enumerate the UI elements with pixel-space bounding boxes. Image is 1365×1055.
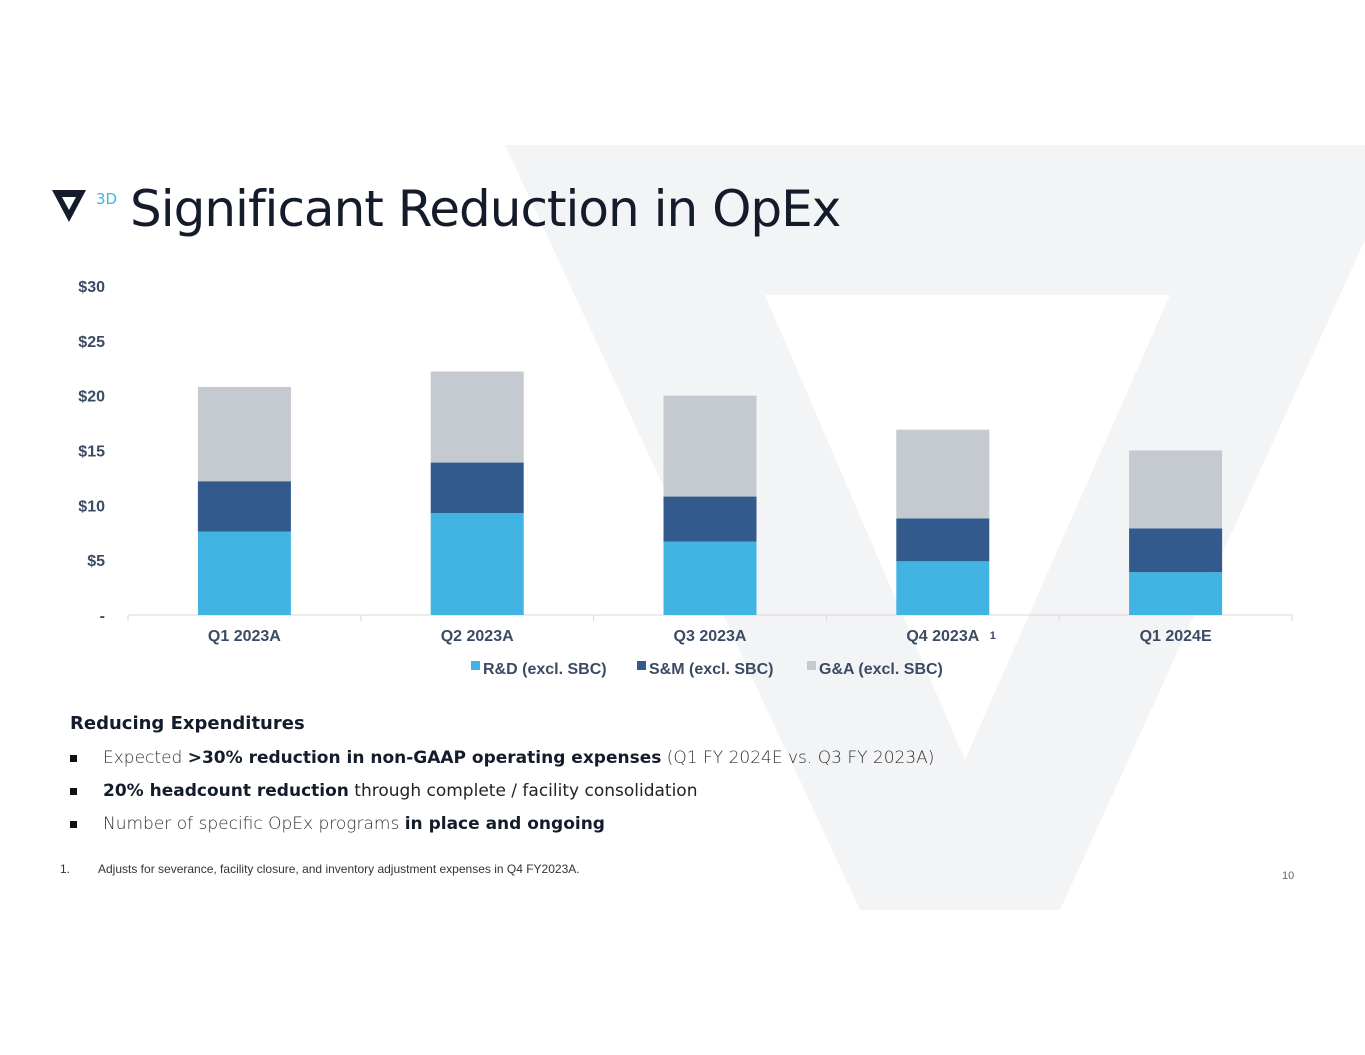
bar-segment-ga [197, 386, 291, 482]
bar-segment-ga [1129, 450, 1223, 529]
legend-label: R&D (excl. SBC) [483, 661, 607, 678]
bar-segment-sm [430, 462, 524, 514]
y-tick-label: $20 [78, 389, 105, 406]
bar-segment-ga [663, 395, 757, 497]
bullet-list: Expected >30% reduction in non-GAAP oper… [70, 745, 934, 844]
y-tick-label: $5 [87, 553, 105, 570]
bullet-item: 20% headcount reduction through complete… [70, 778, 934, 811]
bar-segment-rd [896, 561, 990, 615]
bar-segment-sm [1129, 528, 1223, 573]
bullet-square-icon [70, 788, 77, 795]
y-tick-label: $30 [78, 279, 105, 296]
x-tick-label: Q2 2023A [441, 628, 514, 645]
logo-3d-text: 3D [96, 190, 118, 208]
bar-segment-sm [197, 481, 291, 532]
opex-stacked-bar-chart: - $5 $10 $15 $20 $25 $30 Q1 2023A Q2 2023A Q3 202… [78, 279, 1293, 678]
bullet-square-icon [70, 755, 77, 762]
legend-swatch [807, 661, 816, 670]
page-title: Significant Reduction in OpEx [130, 180, 841, 238]
bullet-square-icon [70, 821, 77, 828]
x-tick-label: Q4 2023A [906, 628, 979, 645]
legend-swatch [637, 661, 646, 670]
bar-segment-ga [430, 371, 524, 463]
legend-label: S&M (excl. SBC) [649, 661, 773, 678]
legend-label: G&A (excl. SBC) [819, 661, 943, 678]
bar-segment-rd [1129, 572, 1223, 615]
y-tick-label: $10 [78, 498, 105, 515]
x-tick-label: Q1 2023A [208, 628, 281, 645]
footnote: 1. Adjusts for severance, facility closur… [60, 862, 580, 876]
legend-swatch [471, 661, 480, 670]
y-tick-label: - [100, 608, 105, 625]
bar-segment-sm [663, 496, 757, 542]
bar-segment-sm [896, 518, 990, 562]
y-tick-label: $15 [78, 444, 105, 461]
bullet-item: Expected >30% reduction in non-GAAP oper… [70, 745, 934, 778]
page-number: 10 [1282, 870, 1295, 882]
footnote-marker: 1 [990, 630, 996, 642]
bar-segment-rd [663, 541, 757, 615]
bar-segment-rd [430, 513, 524, 615]
v3d-logo-icon [52, 190, 86, 222]
x-tick-label: Q3 2023A [674, 628, 747, 645]
bar-segment-rd [197, 531, 291, 615]
y-tick-label: $25 [78, 334, 105, 351]
section-subtitle: Reducing Expenditures [70, 713, 305, 734]
x-tick-label: Q1 2024E [1140, 628, 1212, 645]
bar-segment-ga [896, 429, 990, 519]
bullet-item: Number of specific OpEx programs in plac… [70, 811, 934, 844]
